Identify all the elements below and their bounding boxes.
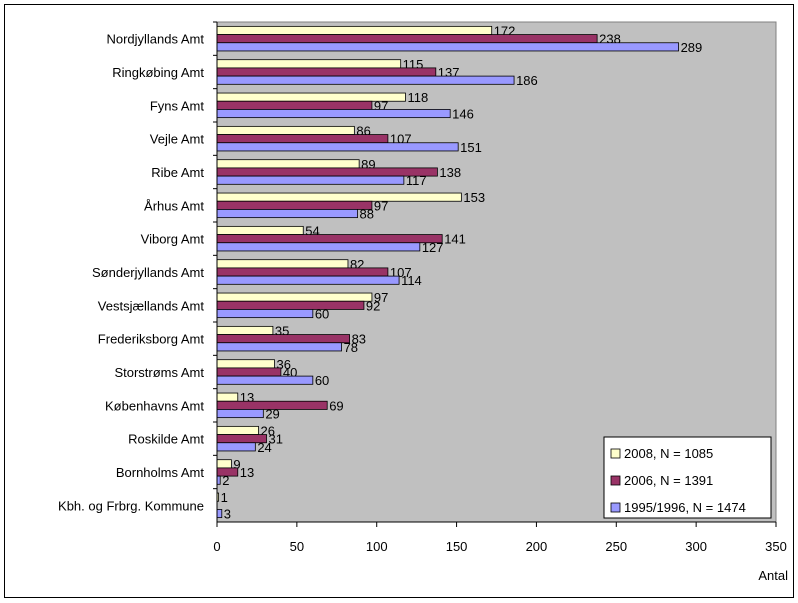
x-tick-label: 150 xyxy=(446,539,468,554)
bar-2008-7 xyxy=(216,259,349,269)
bar-1995-11 xyxy=(216,409,264,419)
data-label: 2 xyxy=(222,473,229,488)
data-label: 60 xyxy=(315,307,329,322)
data-label: 88 xyxy=(360,207,374,222)
data-label: 3 xyxy=(224,507,231,522)
bar-1995-5 xyxy=(216,209,358,219)
x-tick-label: 100 xyxy=(366,539,388,554)
category-label: Storstrøms Amt xyxy=(114,365,204,380)
data-label: 138 xyxy=(439,165,461,180)
category-label: Århus Amt xyxy=(144,198,204,213)
x-tick-label: 350 xyxy=(765,539,787,554)
category-label: Fyns Amt xyxy=(150,98,205,113)
data-label: 289 xyxy=(681,40,703,55)
bar-1995-4 xyxy=(216,175,405,185)
data-label: 31 xyxy=(269,432,283,447)
x-tick-label: 0 xyxy=(213,539,220,554)
legend-swatch xyxy=(610,502,621,513)
bar-2006-0 xyxy=(216,34,598,44)
bar-2008-6 xyxy=(216,225,304,235)
category-label: Ringkøbing Amt xyxy=(112,65,204,80)
data-label: 117 xyxy=(406,173,427,188)
data-label: 13 xyxy=(240,465,254,480)
bar-2006-9 xyxy=(216,334,350,344)
data-label: 114 xyxy=(401,273,422,288)
category-label: Frederiksborg Amt xyxy=(98,332,205,347)
category-label: Nordjyllands Amt xyxy=(106,32,204,47)
data-label: 69 xyxy=(329,398,343,413)
bar-2006-6 xyxy=(216,234,443,244)
category-label: Bornholms Amt xyxy=(116,465,205,480)
bar-2006-7 xyxy=(216,267,389,277)
x-tick-label: 200 xyxy=(526,539,548,554)
data-label: 146 xyxy=(452,107,474,122)
bar-2008-3 xyxy=(216,125,355,135)
data-label: 141 xyxy=(444,232,466,247)
bar-2008-4 xyxy=(216,159,360,169)
category-label: Kbh. og Frbrg. Kommune xyxy=(58,498,204,513)
bar-1995-10 xyxy=(216,375,314,385)
data-label: 78 xyxy=(344,340,358,355)
bar-1995-0 xyxy=(216,42,679,52)
bar-2008-9 xyxy=(216,325,274,335)
bar-2008-8 xyxy=(216,292,373,302)
bar-2008-13 xyxy=(216,459,232,469)
data-label: 60 xyxy=(315,373,329,388)
data-label: 153 xyxy=(463,190,485,205)
bar-2006-5 xyxy=(216,200,373,210)
category-label: Roskilde Amt xyxy=(128,432,204,447)
category-label: Viborg Amt xyxy=(141,232,205,247)
data-label: 1 xyxy=(221,490,228,505)
bar-2008-1 xyxy=(216,59,402,69)
legend-label: 2008, N = 1085 xyxy=(624,446,713,461)
bar-2008-12 xyxy=(216,425,259,435)
category-label: Vestsjællands Amt xyxy=(98,298,205,313)
bar-2008-10 xyxy=(216,359,275,369)
x-tick-label: 50 xyxy=(290,539,304,554)
category-label: Vejle Amt xyxy=(150,132,205,147)
data-label: 92 xyxy=(366,298,380,313)
x-tick-label: 300 xyxy=(685,539,707,554)
bar-1995-6 xyxy=(216,242,421,252)
x-axis-title: Antal xyxy=(758,568,788,583)
data-label: 24 xyxy=(257,440,271,455)
data-label: 97 xyxy=(374,198,388,213)
bar-2006-2 xyxy=(216,100,373,110)
bar-1995-1 xyxy=(216,75,515,85)
bar-2008-11 xyxy=(216,392,239,402)
bar-1995-8 xyxy=(216,309,314,319)
bar-1995-3 xyxy=(216,142,459,152)
bar-2006-3 xyxy=(216,134,389,144)
legend-swatch xyxy=(610,448,621,459)
bar-2008-5 xyxy=(216,192,462,202)
bar-2006-4 xyxy=(216,167,438,177)
legend-label: 2006, N = 1391 xyxy=(624,473,713,488)
bar-1995-7 xyxy=(216,275,400,285)
bar-2006-10 xyxy=(216,367,282,377)
category-label: Ribe Amt xyxy=(151,165,204,180)
data-label: 127 xyxy=(422,240,444,255)
bar-2006-1 xyxy=(216,67,437,77)
legend-label: 1995/1996, N = 1474 xyxy=(624,500,746,515)
data-label: 83 xyxy=(352,332,366,347)
data-label: 151 xyxy=(460,140,482,155)
legend xyxy=(603,436,772,519)
x-tick-label: 250 xyxy=(605,539,627,554)
bar-1995-9 xyxy=(216,342,342,352)
data-label: 29 xyxy=(265,407,279,422)
bar-2008-0 xyxy=(216,25,493,35)
data-label: 118 xyxy=(407,90,428,105)
bar-2006-8 xyxy=(216,300,365,310)
data-label: 9 xyxy=(233,457,240,472)
bar-1995-2 xyxy=(216,109,451,119)
data-label: 186 xyxy=(516,73,538,88)
category-label: Sønderjyllands Amt xyxy=(92,265,204,280)
legend-swatch xyxy=(610,475,621,486)
bar-1995-14 xyxy=(216,509,223,519)
data-label: 97 xyxy=(374,290,388,305)
category-label: Københavns Amt xyxy=(105,398,204,413)
bar-1995-12 xyxy=(216,442,256,452)
